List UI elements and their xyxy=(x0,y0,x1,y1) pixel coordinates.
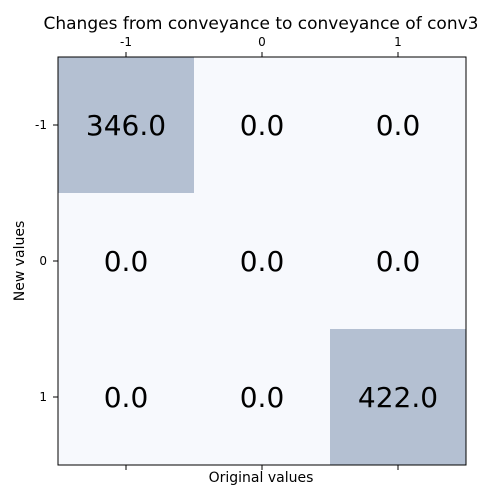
heatmap-cell-label: 0.0 xyxy=(240,109,285,142)
x-axis-label: Original values xyxy=(209,470,314,486)
y-tick-label: 1 xyxy=(39,390,47,404)
heatmap-cell-label: 0.0 xyxy=(104,245,149,278)
plot-frame xyxy=(57,56,467,466)
heatmap-cell xyxy=(194,329,330,465)
y-tick-label: -1 xyxy=(35,118,47,132)
heatmap-cell xyxy=(58,57,194,193)
heatmap-cell-label: 0.0 xyxy=(376,245,421,278)
y-tick-label: 0 xyxy=(39,254,47,268)
x-tick-label: -1 xyxy=(120,35,132,49)
heatmap-cell-labels: 346.0 0.0 0.0 0.0 0.0 0.0 0.0 0.0 422.0 xyxy=(86,109,438,414)
heatmap-cell xyxy=(330,193,466,329)
heatmap-cell-label: 0.0 xyxy=(240,245,285,278)
chart-title: Changes from conveyance to conveyance of… xyxy=(44,14,479,34)
heatmap-cell xyxy=(330,329,466,465)
x-tick-label: 0 xyxy=(258,35,266,49)
axis-ticks: -1 0 1 -1 0 1 xyxy=(35,35,402,470)
heatmap-cells xyxy=(58,57,466,465)
heatmap-cell-label: 0.0 xyxy=(240,381,285,414)
heatmap-cell xyxy=(58,193,194,329)
heatmap-cell xyxy=(194,193,330,329)
heatmap-cell xyxy=(58,329,194,465)
heatmap-cell xyxy=(194,57,330,193)
heatmap-cell-label: 422.0 xyxy=(358,381,438,414)
heatmap-cell-label: 0.0 xyxy=(104,381,149,414)
heatmap-cell xyxy=(330,57,466,193)
heatmap-cell-label: 0.0 xyxy=(376,109,421,142)
x-tick-label: 1 xyxy=(394,35,402,49)
y-axis-label: New values xyxy=(12,221,28,302)
heatmap-cell-label: 346.0 xyxy=(86,109,166,142)
